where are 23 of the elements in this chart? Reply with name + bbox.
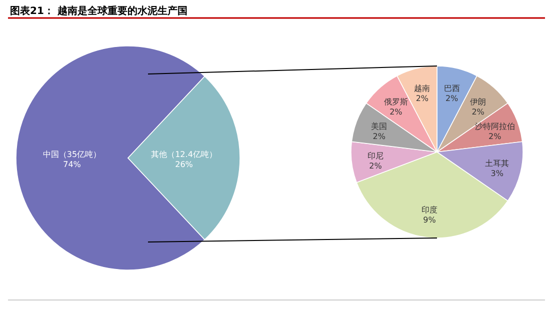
slice-label: 巴西 — [444, 84, 460, 93]
slice-label: 土耳其 — [485, 158, 510, 168]
data-label: 2% — [390, 108, 403, 117]
slice-label: 印尼 — [368, 151, 384, 160]
slice-label: 中国（35亿吨） — [42, 150, 102, 159]
data-label: 3% — [490, 168, 504, 178]
slice-label: 伊朗 — [470, 98, 486, 107]
slice-label: 美国 — [371, 122, 388, 132]
data-label: 2% — [445, 94, 459, 103]
data-label: 2% — [369, 161, 382, 170]
slice-label: 俄罗斯 — [384, 98, 408, 107]
data-label: 74% — [63, 160, 82, 169]
data-label: 26% — [175, 160, 194, 169]
data-label: 2% — [472, 108, 485, 117]
data-label: 9% — [423, 215, 436, 224]
slice-label: 印度 — [422, 205, 438, 214]
data-label: 2% — [488, 132, 502, 142]
data-label: 2% — [372, 132, 386, 142]
chart-title: 图表21： 越南是全球重要的水泥生产国 — [10, 5, 188, 17]
data-label: 2% — [416, 94, 429, 103]
slice-label: 其他（12.4亿吨） — [151, 150, 217, 159]
slice-label: 沙特阿拉伯 — [474, 122, 515, 132]
slice-label: 越南 — [414, 84, 430, 93]
